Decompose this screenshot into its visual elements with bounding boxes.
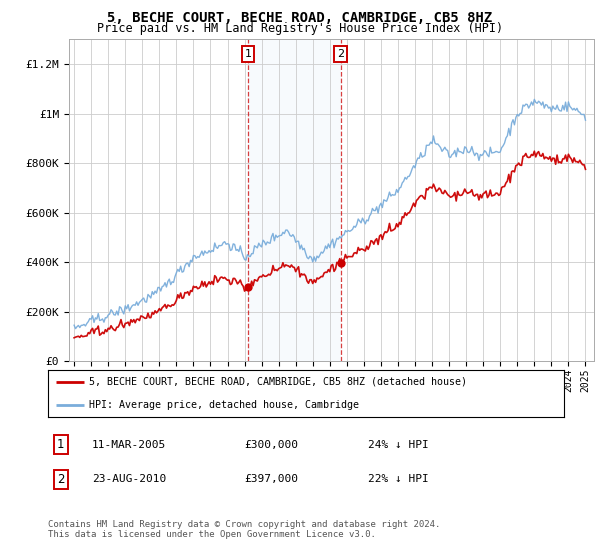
Text: 23-AUG-2010: 23-AUG-2010 <box>92 474 166 484</box>
Text: 1: 1 <box>245 49 251 59</box>
Text: 2: 2 <box>337 49 344 59</box>
Text: £300,000: £300,000 <box>244 440 298 450</box>
Text: Price paid vs. HM Land Registry's House Price Index (HPI): Price paid vs. HM Land Registry's House … <box>97 22 503 35</box>
Text: 11-MAR-2005: 11-MAR-2005 <box>92 440 166 450</box>
Text: 2: 2 <box>57 473 65 486</box>
Text: 24% ↓ HPI: 24% ↓ HPI <box>368 440 428 450</box>
Bar <box>248 39 341 361</box>
Text: 1: 1 <box>57 438 65 451</box>
Text: Contains HM Land Registry data © Crown copyright and database right 2024.
This d: Contains HM Land Registry data © Crown c… <box>48 520 440 539</box>
Text: HPI: Average price, detached house, Cambridge: HPI: Average price, detached house, Camb… <box>89 400 359 410</box>
Text: £397,000: £397,000 <box>244 474 298 484</box>
Text: 5, BECHE COURT, BECHE ROAD, CAMBRIDGE, CB5 8HZ: 5, BECHE COURT, BECHE ROAD, CAMBRIDGE, C… <box>107 11 493 25</box>
Text: 22% ↓ HPI: 22% ↓ HPI <box>368 474 428 484</box>
Text: 5, BECHE COURT, BECHE ROAD, CAMBRIDGE, CB5 8HZ (detached house): 5, BECHE COURT, BECHE ROAD, CAMBRIDGE, C… <box>89 376 467 386</box>
